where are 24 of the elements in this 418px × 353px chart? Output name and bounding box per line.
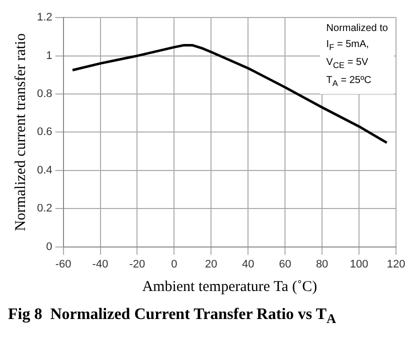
x-tick-label: 120 [386,258,406,270]
y-tick-label: 1 [46,50,52,62]
annotation: T$_{A}$ = 25ºC [326,74,372,90]
y-tick-label: 0.4 [36,164,52,176]
x-tick-label: 100 [350,258,368,270]
x-tick-label: 0 [171,258,178,270]
text: Fig 8 Normalized Current Transfer Ratio vs T$_{A}$ [8,306,338,328]
annotation: Normalized to [326,22,388,36]
annotation: I$_{F}$ = 5mA, [326,38,370,54]
x-tick-label: -20 [129,258,146,270]
x-tick-label: 40 [242,258,254,270]
x-tick-label: -60 [55,258,72,270]
y-tick-label: 0.8 [36,88,52,100]
x-tick-label: 60 [278,258,292,270]
y-axis-title: Normalized current transfer ratio [12,33,29,232]
annotation: V$_{CE}$ = 5V [326,56,370,72]
x-axis-title: Ambient temperature Ta (˚C) [142,278,318,295]
y-tick-label: 0.2 [36,202,52,215]
y-tick-label: 1.2 [36,12,52,24]
x-tick-label: 80 [316,258,328,270]
y-tick-label: 0 [46,240,52,253]
x-tick-label: 20 [205,258,218,270]
y-tick-label: 0.6 [36,126,52,138]
x-tick-label: -40 [92,258,108,270]
